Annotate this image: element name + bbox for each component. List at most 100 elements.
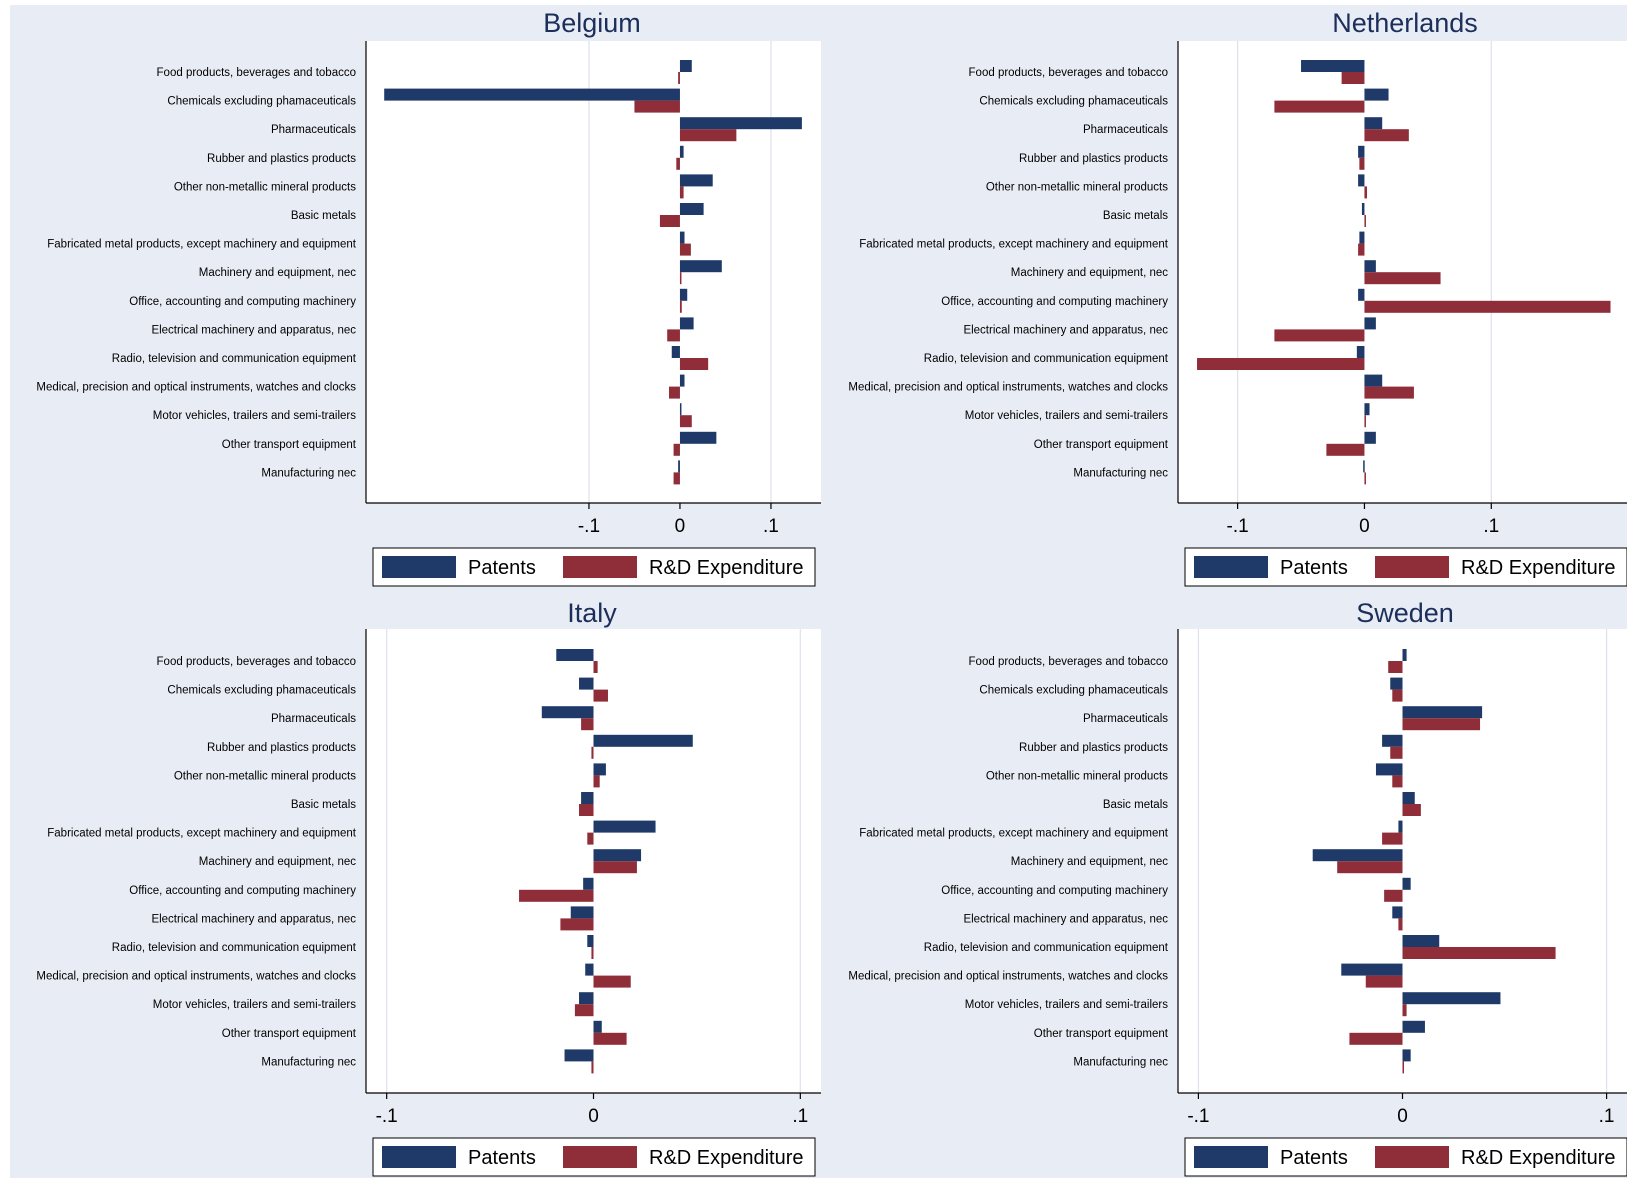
- bar-patents: [679, 403, 682, 416]
- bar-patents: [1364, 317, 1376, 330]
- category-label: Rubber and plastics products: [207, 153, 356, 165]
- x-tick-label: .1: [1483, 516, 1499, 537]
- bar-patents: [679, 374, 685, 387]
- x-tick-label: 0: [675, 516, 686, 537]
- bar-rd-expenditure: [1359, 157, 1365, 170]
- legend-label-patents: Patents: [1280, 557, 1348, 579]
- category-label: Motor vehicles, trailers and semi-traile…: [965, 999, 1168, 1011]
- x-tick-label: .1: [792, 1106, 808, 1127]
- category-label: Medical, precision and optical instrumen…: [848, 382, 1168, 394]
- category-label: Pharmaceuticals: [1083, 124, 1168, 136]
- bar-patents: [1364, 374, 1383, 387]
- bar-rd-expenditure: [1364, 272, 1441, 285]
- bar-rd-expenditure: [1274, 329, 1365, 342]
- bar-rd-expenditure: [679, 186, 684, 199]
- category-label: Machinery and equipment, nec: [1011, 267, 1169, 279]
- category-label: Fabricated metal products, except machin…: [47, 239, 357, 251]
- x-tick-label: -.1: [1227, 516, 1249, 537]
- bar-rd-expenditure: [1364, 215, 1366, 227]
- legend-swatch-patents: [1194, 1146, 1268, 1168]
- category-label: Electrical machinery and apparatus, nec: [963, 324, 1168, 336]
- bar-rd-expenditure: [679, 272, 682, 285]
- bar-rd-expenditure: [1365, 975, 1403, 988]
- category-label: Basic metals: [291, 799, 356, 811]
- category-label: Other transport equipment: [222, 1028, 357, 1040]
- bar-rd-expenditure: [679, 129, 737, 142]
- bar-rd-expenditure: [1402, 718, 1481, 731]
- category-label: Rubber and plastics products: [207, 742, 356, 754]
- category-label: Office, accounting and computing machine…: [129, 296, 356, 308]
- category-label: Pharmaceuticals: [271, 713, 356, 725]
- category-label: Other non-metallic mineral products: [986, 181, 1168, 193]
- category-label: Food products, beverages and tobacco: [969, 67, 1168, 79]
- legend-label-rd: R&D Expenditure: [649, 1147, 804, 1169]
- category-label: Chemicals excluding phamaceuticals: [979, 96, 1168, 108]
- category-label: Manufacturing nec: [261, 467, 356, 479]
- bar-patents: [1402, 877, 1411, 890]
- category-label: Medical, precision and optical instrumen…: [36, 971, 356, 983]
- bar-patents: [583, 877, 594, 890]
- bar-rd-expenditure: [673, 443, 680, 456]
- bar-rd-expenditure: [679, 415, 692, 428]
- category-label: Fabricated metal products, except machin…: [859, 828, 1169, 840]
- bar-patents: [384, 88, 680, 101]
- category-label: Rubber and plastics products: [1019, 153, 1168, 165]
- legend-swatch-rd: [1375, 1146, 1449, 1168]
- category-label: Manufacturing nec: [1073, 467, 1168, 479]
- bar-patents: [1390, 677, 1403, 690]
- x-tick-label: .1: [1599, 1106, 1615, 1127]
- bar-rd-expenditure: [1398, 918, 1403, 931]
- bar-rd-expenditure: [679, 358, 709, 370]
- bar-patents: [593, 1020, 602, 1033]
- category-label: Chemicals excluding phamaceuticals: [979, 685, 1168, 697]
- bar-patents: [1364, 117, 1383, 130]
- category-label: Chemicals excluding phamaceuticals: [167, 685, 356, 697]
- legend-swatch-patents: [1194, 556, 1268, 578]
- legend-label-rd: R&D Expenditure: [1461, 557, 1616, 579]
- category-label: Motor vehicles, trailers and semi-traile…: [965, 410, 1168, 422]
- category-label: Other non-metallic mineral products: [174, 770, 356, 782]
- bar-rd-expenditure: [1388, 661, 1403, 673]
- bar-rd-expenditure: [1197, 358, 1365, 370]
- bar-patents: [587, 935, 594, 947]
- bar-patents: [1312, 849, 1403, 862]
- category-label: Other transport equipment: [1034, 439, 1169, 451]
- plot-area: [1178, 41, 1627, 503]
- category-label: Radio, television and communication equi…: [924, 353, 1169, 365]
- category-label: Electrical machinery and apparatus, nec: [151, 324, 356, 336]
- bar-patents: [1402, 992, 1501, 1005]
- x-tick-label: -.1: [376, 1106, 398, 1127]
- bar-patents: [1402, 792, 1415, 804]
- category-label: Manufacturing nec: [261, 1056, 356, 1068]
- legend-swatch-patents: [382, 1146, 456, 1168]
- bar-patents: [1341, 963, 1403, 976]
- bar-rd-expenditure: [1364, 386, 1414, 399]
- bar-rd-expenditure: [1364, 186, 1367, 199]
- bar-patents: [1402, 706, 1483, 719]
- legend-label-patents: Patents: [468, 557, 536, 579]
- panel-sweden: Sweden Food products, beverages and tobac…: [848, 598, 1627, 1177]
- bar-rd-expenditure: [560, 918, 594, 931]
- bar-patents: [679, 203, 704, 215]
- bar-rd-expenditure: [593, 775, 600, 788]
- bar-rd-expenditure: [659, 215, 680, 227]
- bar-rd-expenditure: [593, 661, 598, 673]
- bar-rd-expenditure: [1364, 300, 1611, 313]
- bar-rd-expenditure: [1402, 947, 1556, 959]
- bar-patents: [679, 145, 684, 158]
- category-label: Office, accounting and computing machine…: [941, 885, 1168, 897]
- bar-patents: [570, 906, 594, 919]
- bar-rd-expenditure: [1402, 804, 1421, 816]
- legend-swatch-rd: [563, 556, 637, 578]
- category-label: Machinery and equipment, nec: [1011, 856, 1169, 868]
- bar-rd-expenditure: [591, 1061, 594, 1074]
- bar-patents: [564, 1049, 594, 1062]
- legend-swatch-rd: [1375, 556, 1449, 578]
- category-label: Basic metals: [1103, 210, 1168, 222]
- bar-rd-expenditure: [673, 472, 680, 485]
- bar-rd-expenditure: [1392, 689, 1403, 702]
- bar-patents: [1402, 935, 1440, 947]
- bar-rd-expenditure: [1326, 443, 1365, 456]
- bar-rd-expenditure: [591, 746, 594, 759]
- panel-title: Belgium: [543, 8, 641, 38]
